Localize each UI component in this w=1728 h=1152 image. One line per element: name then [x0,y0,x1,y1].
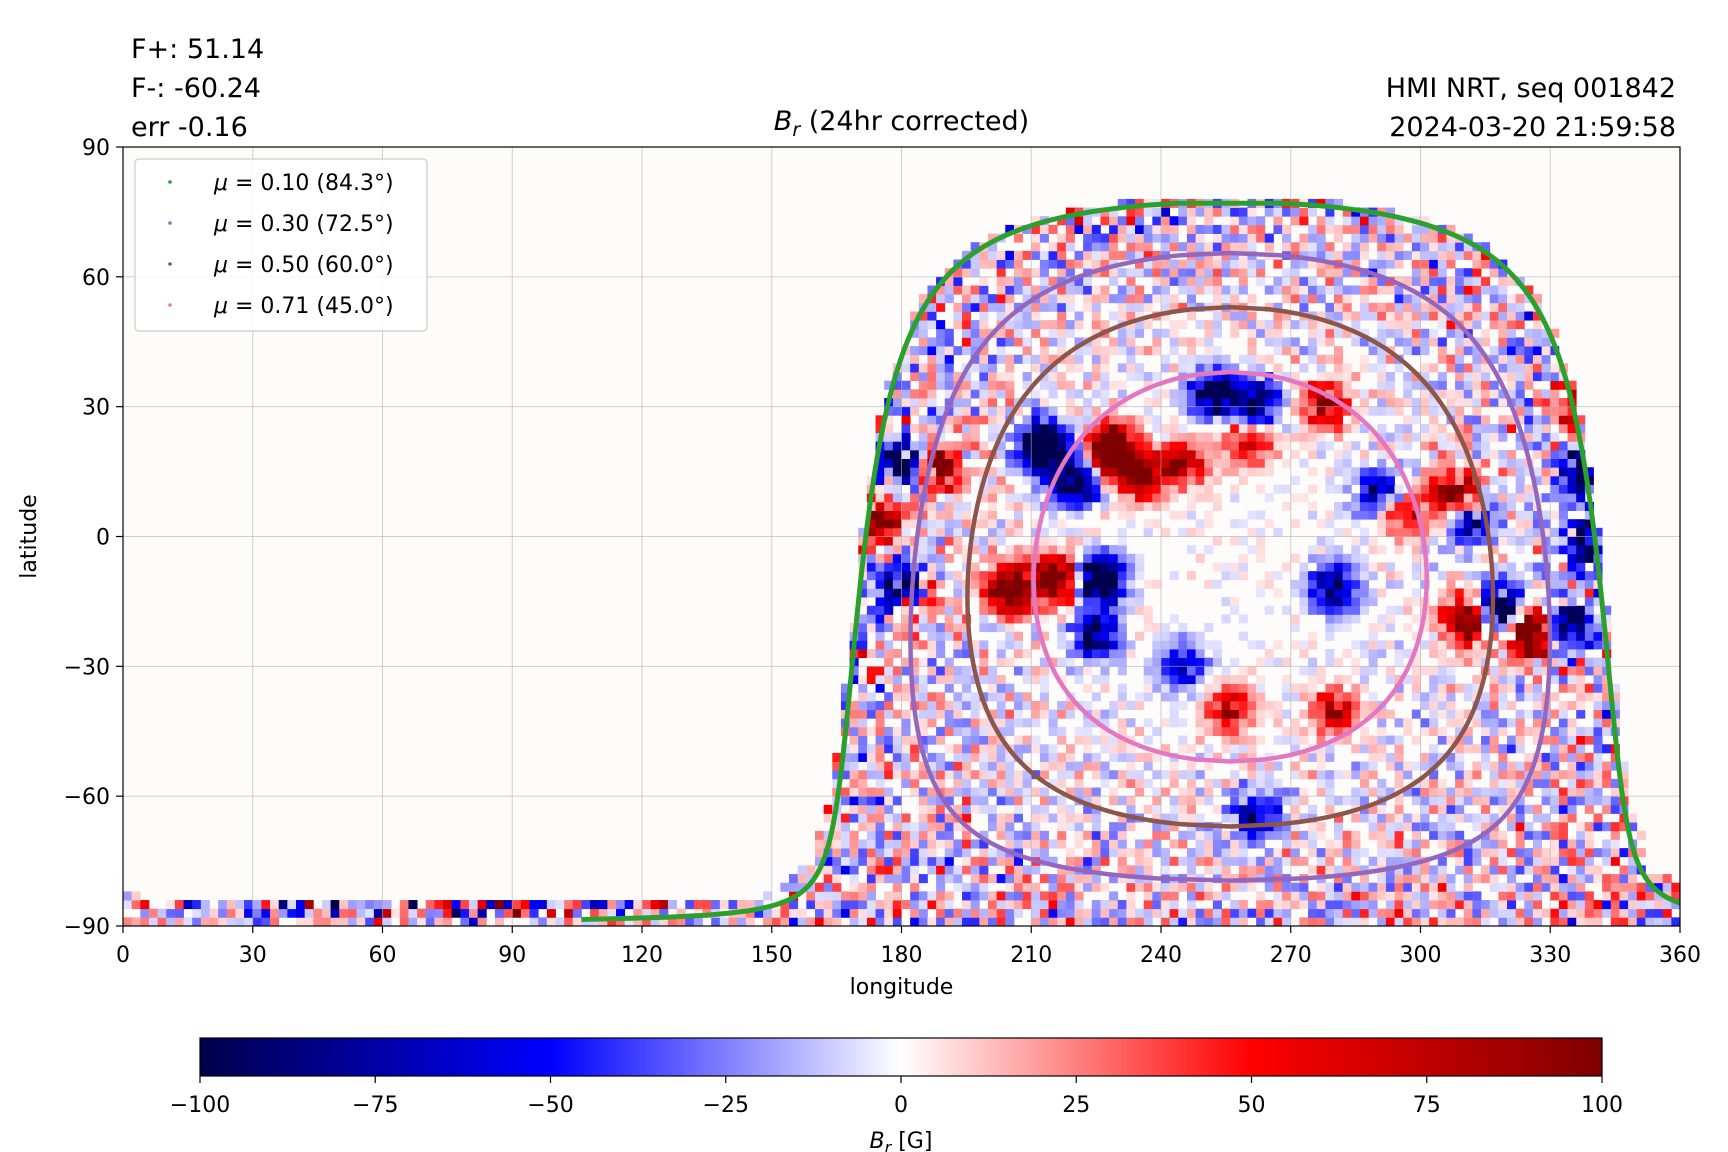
colorbar-tick-label: 75 [1413,1093,1441,1118]
x-tick-label: 300 [1400,943,1442,968]
colorbar-tick-label: −75 [352,1093,398,1118]
x-tick-label: 180 [881,943,923,968]
mu-contour-3 [965,304,1496,829]
y-axis-label: latitude [17,494,42,578]
title-subscript: r [792,119,801,141]
colorbar-label-symbol: B [870,1129,885,1152]
stat-flux-negative: F-: -60.24 [131,73,261,104]
x-tick-label: 150 [751,943,793,968]
x-tick-label: 90 [498,943,526,968]
x-axis: 0 30 60 90 120 150 180 210 240 270 300 330 360 [116,926,1701,968]
legend-entry: μ = 0.71 (45.0°) [213,294,394,319]
colorbar-tick-label: 50 [1238,1093,1266,1118]
legend-marker [168,180,172,184]
x-tick-label: 270 [1270,943,1312,968]
colorbar: −100 −75 −50 −25 0 25 50 75 100 Br [G] [170,1037,1623,1152]
y-tick-label: −90 [64,915,110,940]
y-tick-label: −30 [64,655,110,680]
legend-marker [168,221,172,225]
y-axis: −90 −60 −30 0 30 60 90 [64,136,123,940]
y-tick-label: 90 [82,136,110,161]
mu-contour-1 [581,200,1680,922]
x-tick-label: 30 [239,943,267,968]
x-axis-label: longitude [850,975,954,1000]
x-tick-label: 240 [1140,943,1182,968]
colorbar-tick-label: 0 [894,1093,908,1118]
legend: μ = 0.10 (84.3°) μ = 0.30 (72.5°) μ = 0.50… [134,158,428,332]
title-rest: (24hr corrected) [800,106,1029,137]
mu-contour-2 [908,250,1553,883]
source-label: HMI NRT, seq 001842 [1385,73,1676,104]
y-tick-label: 30 [82,396,110,421]
timestamp-label: 2024-03-20 21:59:58 [1389,112,1676,143]
legend-entry: μ = 0.30 (72.5°) [213,212,394,237]
legend-entry: μ = 0.50 (60.0°) [213,253,394,278]
x-tick-label: 210 [1010,943,1052,968]
contour-layer [581,200,1680,922]
x-tick-label: 360 [1659,943,1701,968]
colorbar-ticks: −100 −75 −50 −25 0 25 50 75 100 [170,1076,1623,1118]
colorbar-tick-label: −50 [527,1093,573,1118]
colorbar-tick-label: 25 [1062,1093,1090,1118]
colorbar-tick-label: −25 [703,1093,749,1118]
stat-error: err -0.16 [131,112,248,143]
colorbar-label-unit: [G] [891,1129,932,1152]
legend-entry: μ = 0.10 (84.3°) [213,171,394,196]
y-tick-label: 60 [82,266,110,291]
colorbar-gradient [199,1037,1603,1077]
y-tick-label: 0 [96,526,110,551]
colorbar-tick-label: −100 [170,1093,230,1118]
y-tick-label: −60 [64,785,110,810]
colorbar-label-subscript: r [885,1138,893,1152]
colorbar-tick-label: 100 [1581,1093,1623,1118]
x-tick-label: 330 [1529,943,1571,968]
chart-title: Br (24hr corrected) [774,106,1029,141]
x-tick-label: 120 [621,943,663,968]
x-tick-label: 0 [116,943,130,968]
title-symbol: B [774,106,793,137]
plot-area [122,146,1681,927]
colorbar-label: Br [G] [870,1129,933,1152]
legend-box [134,158,428,332]
x-tick-label: 60 [369,943,397,968]
legend-marker [168,303,172,307]
mu-contour-4 [1031,369,1429,764]
stat-flux-positive: F+: 51.14 [131,34,265,65]
legend-marker [168,262,172,266]
